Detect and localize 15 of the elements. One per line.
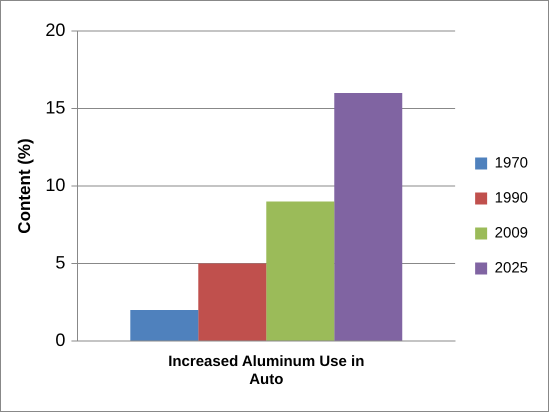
bar [130, 310, 198, 340]
legend-label: 2009 [494, 224, 528, 242]
bar [266, 202, 334, 340]
bar [334, 93, 402, 340]
y-tick-label: 0 [55, 330, 66, 350]
legend-label: 1990 [494, 190, 528, 207]
legend-label: 1970 [494, 154, 528, 172]
y-tick-label: 5 [55, 252, 66, 272]
y-tick-label: 15 [45, 97, 66, 118]
y-tick-label: 20 [45, 20, 66, 40]
x-tick-label: Increased Aluminum Use in Auto [168, 353, 364, 388]
y-tick-label: 10 [45, 174, 66, 195]
legend-label: 2025 [494, 260, 528, 277]
bar [198, 264, 266, 340]
y-axis-title: Content (%) [14, 138, 34, 234]
